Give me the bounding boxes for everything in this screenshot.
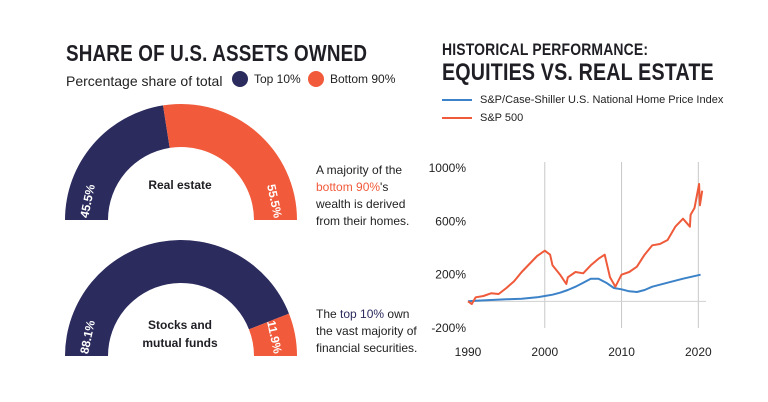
gauge-value-top10: 88.1% bbox=[77, 319, 98, 356]
y-tick-label: 600% bbox=[435, 214, 466, 228]
x-tick-label: 1990 bbox=[455, 345, 482, 359]
right-title-line2: EQUITIES VS. REAL ESTATE bbox=[442, 59, 714, 86]
caption2-prefix: The bbox=[316, 307, 341, 321]
left-subtitle: Percentage share of total bbox=[66, 73, 223, 89]
line-legend: S&P/Case-Shiller U.S. National Home Pric… bbox=[442, 91, 723, 127]
legend-top-dot bbox=[232, 71, 248, 87]
legend-hpi-label: S&P/Case-Shiller U.S. National Home Pric… bbox=[480, 94, 724, 106]
gauge-value-bottom90: 11.9% bbox=[264, 319, 285, 355]
gauge-stocks-title: Stocks and mutual funds bbox=[130, 316, 230, 352]
gauge-slice-bottom90 bbox=[248, 313, 297, 356]
legend-hpi: S&P/Case-Shiller U.S. National Home Pric… bbox=[442, 91, 723, 109]
caption1-highlight: bottom 90% bbox=[316, 180, 381, 194]
caption1-line3: wealth is derived bbox=[316, 197, 406, 211]
series-line-home-price-index bbox=[467, 273, 701, 303]
caption2-highlight: top 10% bbox=[340, 307, 385, 321]
gauge-slice-bottom90 bbox=[163, 103, 297, 220]
caption1-line2: bottom 90%'s bbox=[316, 179, 409, 196]
gauge-stocks-title-line1: Stocks and bbox=[147, 318, 213, 332]
left-title: SHARE OF U.S. ASSETS OWNED bbox=[66, 40, 368, 66]
right-title-line1: HISTORICAL PERFORMANCE: bbox=[442, 40, 649, 59]
gauge-value-top10: 45.5% bbox=[77, 183, 98, 220]
y-tick-label: 200% bbox=[435, 268, 466, 282]
legend-hpi-swatch bbox=[442, 99, 472, 101]
gauge-stocks: 88.1% 11.9% bbox=[65, 239, 297, 356]
caption1-line4: from their homes. bbox=[316, 214, 410, 228]
series-line-sp500 bbox=[467, 183, 704, 305]
x-tick-label: 2000 bbox=[531, 345, 558, 359]
legend-sp: S&P 500 bbox=[442, 109, 723, 127]
x-tick-label: 2010 bbox=[608, 345, 635, 359]
legend-bottom: Bottom 90% bbox=[308, 71, 395, 87]
legend-sp-swatch bbox=[442, 117, 472, 119]
caption2-line1: The top 10% own bbox=[316, 306, 417, 323]
caption2-line3: financial securities. bbox=[316, 341, 418, 355]
legend-bottom-label: Bottom 90% bbox=[330, 72, 396, 86]
gauge-real-estate-title: Real estate bbox=[148, 178, 212, 192]
caption1-line1: A majority of the bbox=[316, 163, 403, 177]
gauge-real-estate: 45.5% 55.5% bbox=[65, 103, 297, 220]
legend-top-label: Top 10% bbox=[254, 72, 301, 86]
caption-real-estate: A majority of the bottom 90%'s wealth is… bbox=[316, 162, 409, 230]
caption1-suffix: 's bbox=[380, 180, 389, 194]
gauge-slice-top10 bbox=[65, 105, 170, 220]
gauge-slice-top10 bbox=[65, 239, 289, 356]
legend-top: Top 10% bbox=[232, 71, 301, 87]
legend-sp-label: S&P 500 bbox=[480, 112, 524, 124]
gauge-value-bottom90: 55.5% bbox=[264, 183, 285, 220]
legend-bottom-dot bbox=[308, 71, 324, 87]
caption2-suffix: own bbox=[384, 307, 410, 321]
y-tick-label: 1000% bbox=[429, 161, 467, 175]
y-tick-label: -200% bbox=[431, 321, 466, 335]
asset-gauges: 45.5% 55.5% 88.1% 11.9% bbox=[65, 103, 297, 356]
caption2-line2: the vast majority of bbox=[316, 324, 417, 338]
x-tick-label: 2020 bbox=[685, 345, 712, 359]
caption-stocks: The top 10% own the vast majority of fin… bbox=[316, 306, 417, 357]
gauge-stocks-title-line2: mutual funds bbox=[142, 336, 218, 350]
